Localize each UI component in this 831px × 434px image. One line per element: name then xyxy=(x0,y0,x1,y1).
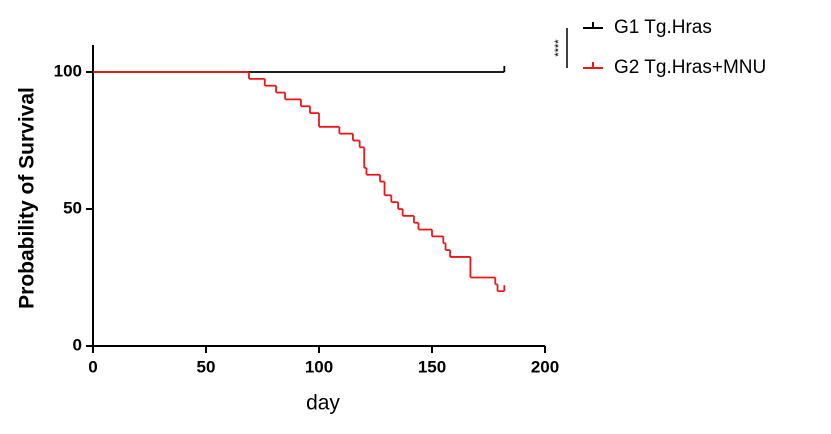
y-tick-label: 100 xyxy=(54,61,82,80)
x-tick-label: 200 xyxy=(531,357,559,376)
significance-annotation: **** xyxy=(553,39,565,57)
y-tick-label: 50 xyxy=(63,198,82,217)
legend-label: G1 Tg.Hras xyxy=(614,17,712,38)
y-axis-label: Probability of Survival xyxy=(16,87,39,309)
x-tick-label: 100 xyxy=(305,357,333,376)
x-axis-label: day xyxy=(306,392,340,415)
x-tick-label: 150 xyxy=(418,357,446,376)
x-tick-label: 50 xyxy=(197,357,216,376)
x-tick-label: 0 xyxy=(88,357,97,376)
legend-label: G2 Tg.Hras+MNU xyxy=(614,57,766,78)
y-tick-label: 0 xyxy=(73,335,82,354)
